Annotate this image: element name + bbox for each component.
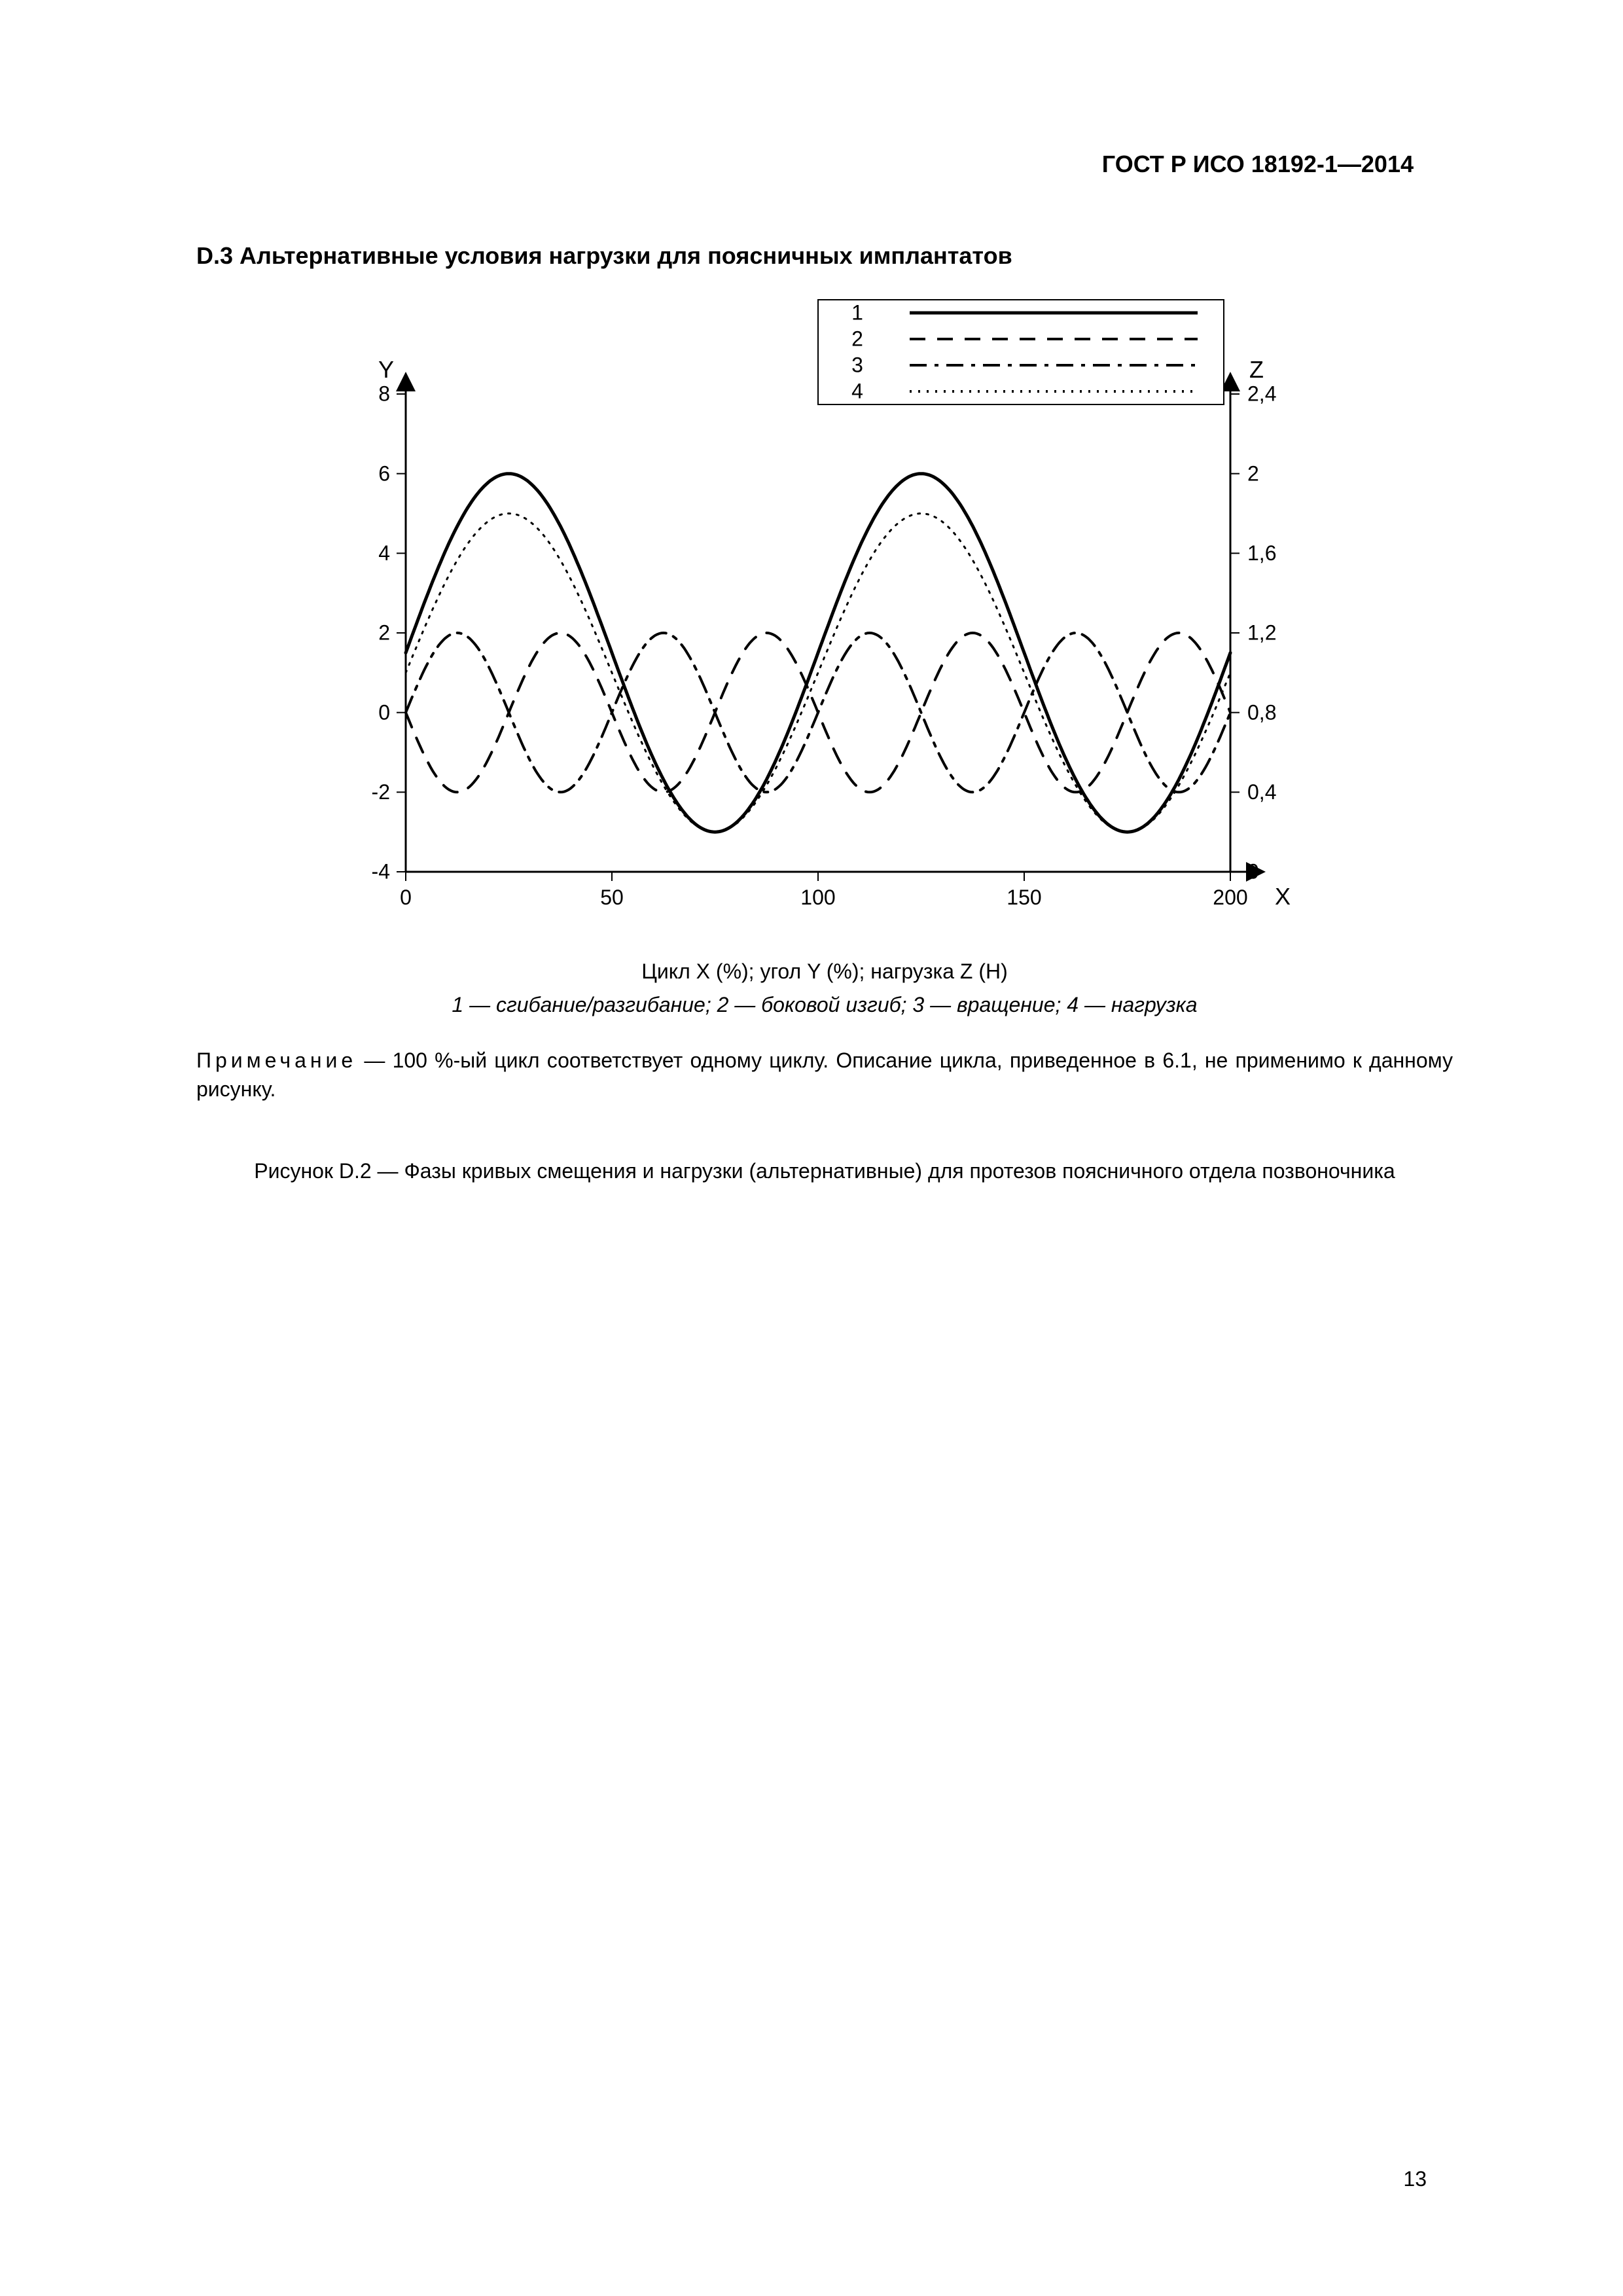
svg-text:0: 0 [1247,860,1259,884]
svg-text:2: 2 [378,621,390,645]
svg-text:200: 200 [1213,886,1247,909]
svg-text:2,4: 2,4 [1247,382,1276,406]
legend-caption-text: 1 — сгибание/разгибание; 2 — боковой изг… [452,993,1197,1016]
svg-text:1,6: 1,6 [1247,541,1276,565]
svg-text:1,2: 1,2 [1247,621,1276,645]
document-header: ГОСТ Р ИСО 18192-1—2014 [1102,151,1414,178]
svg-text:150: 150 [1007,886,1041,909]
svg-text:0,4: 0,4 [1247,780,1276,804]
page: ГОСТ Р ИСО 18192-1—2014 D.3 Альтернативн… [0,0,1623,2296]
figure-caption: Рисунок D.2 — Фазы кривых смещения и наг… [196,1157,1453,1186]
chart-svg: 0 50 100 150 200 -4 -2 0 2 4 6 8 0 0,4 0,8 1,2 1,6 2 2,4 Y Z… [314,296,1335,924]
svg-text:0: 0 [378,700,390,724]
svg-text:Y: Y [378,356,394,383]
page-number: 13 [1403,2167,1427,2191]
legend-caption: 1 — сгибание/разгибание; 2 — боковой изг… [196,990,1453,1020]
svg-text:8: 8 [378,382,390,406]
note-text: — 100 %-ый цикл соответствует одному цик… [196,1049,1453,1102]
chart-container: 0 50 100 150 200 -4 -2 0 2 4 6 8 0 0,4 0,8 1,2 1,6 2 2,4 Y Z… [196,296,1453,924]
axis-caption: Цикл X (%); угол Y (%); нагрузка Z (Н) [196,957,1453,986]
axis-caption-text: Цикл X (%); угол Y (%); нагрузка Z (Н) [641,960,1008,983]
svg-text:0: 0 [400,886,412,909]
svg-text:1: 1 [851,301,863,325]
svg-text:6: 6 [378,461,390,485]
svg-text:50: 50 [600,886,624,909]
svg-text:-4: -4 [372,860,390,884]
svg-text:Z: Z [1249,356,1264,383]
svg-text:X: X [1275,883,1291,910]
note-block: Примечание — 100 %-ый цикл соответствует… [196,1046,1453,1105]
svg-text:4: 4 [851,380,863,403]
section-title: D.3 Альтернативные условия нагрузки для … [196,242,1453,270]
svg-text:-2: -2 [372,780,390,804]
svg-text:0,8: 0,8 [1247,700,1276,724]
svg-text:3: 3 [851,353,863,377]
svg-text:4: 4 [378,541,390,565]
svg-text:100: 100 [800,886,835,909]
svg-text:2: 2 [1247,461,1259,485]
note-label: Примечание [196,1049,357,1072]
svg-text:2: 2 [851,327,863,351]
